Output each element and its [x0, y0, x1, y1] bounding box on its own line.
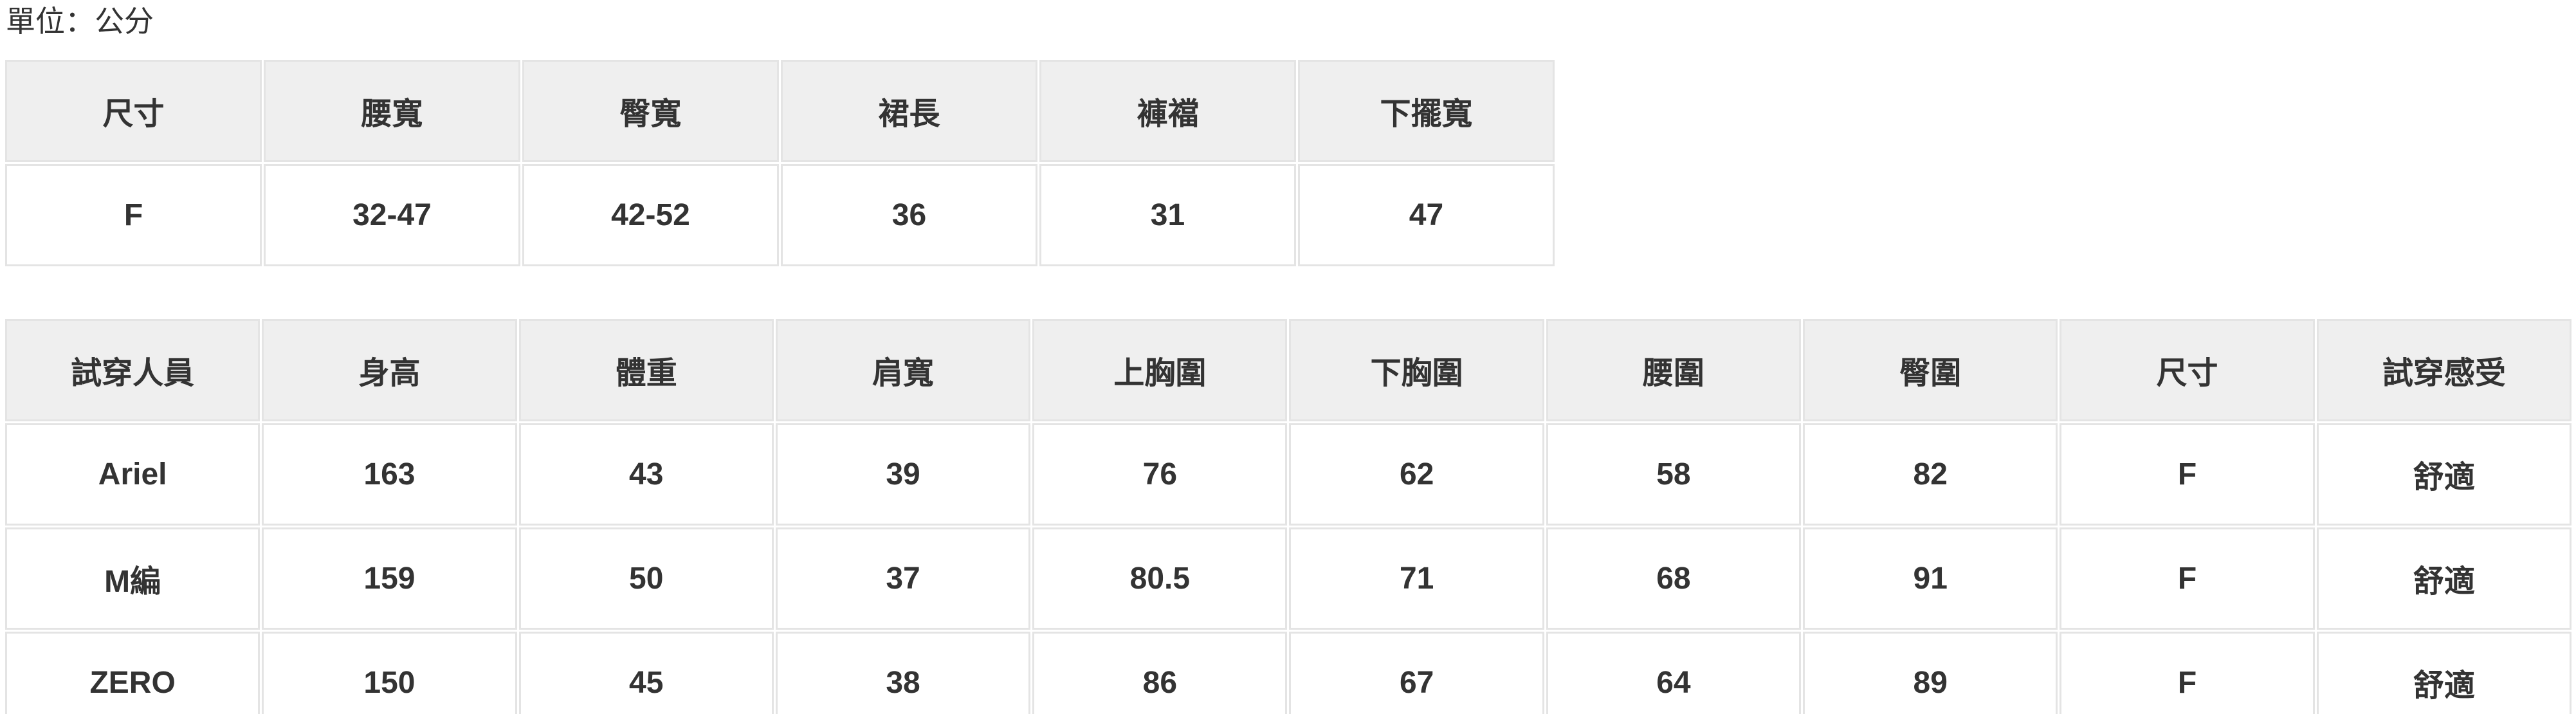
cell-size-worn: F	[2060, 631, 2315, 714]
header-cell-fit-feel: 試穿感受	[2316, 318, 2571, 421]
cell-weight: 50	[518, 527, 774, 630]
cell-size-worn: F	[2060, 423, 2315, 526]
cell-hipline: 89	[1803, 631, 2058, 714]
fitting-row-ariel: Ariel 163 43 39 76 62 58 82 F 舒適	[5, 423, 2571, 526]
unit-label: 單位：公分	[6, 5, 154, 38]
cell-waistline: 58	[1546, 423, 1802, 526]
header-cell-crotch: 褲襠	[1039, 59, 1296, 162]
cell-waistline: 64	[1546, 631, 1802, 714]
garment-size-row-f: F 32-47 42-52 36 31 47	[5, 163, 1555, 266]
garment-size-table: 尺寸 腰寬 臀寬 裙長 褲襠 下擺寬 F 32-47 42-52 36 31 4…	[3, 58, 1557, 268]
header-cell-height: 身高	[262, 318, 517, 421]
header-cell-fitter: 試穿人員	[5, 318, 260, 421]
header-cell-hipline: 臀圍	[1803, 318, 2058, 421]
fitting-header-row: 試穿人員 身高 體重 肩寬 上胸圍 下胸圍 腰圍 臀圍 尺寸 試穿感受	[5, 318, 2571, 421]
cell-under-bust: 67	[1289, 631, 1544, 714]
cell-hipline: 82	[1803, 423, 2058, 526]
header-cell-size-worn: 尺寸	[2060, 318, 2315, 421]
cell-upper-bust: 86	[1032, 631, 1288, 714]
cell-height: 150	[262, 631, 517, 714]
cell-skirt-length: 36	[781, 163, 1037, 266]
cell-fitter: ZERO	[5, 631, 260, 714]
cell-fit-feel: 舒適	[2316, 423, 2571, 526]
cell-weight: 45	[518, 631, 774, 714]
cell-fitter: M編	[5, 527, 260, 630]
cell-hem-width: 47	[1298, 163, 1555, 266]
cell-height: 159	[262, 527, 517, 630]
cell-hip: 42-52	[522, 163, 779, 266]
header-cell-weight: 體重	[518, 318, 774, 421]
cell-under-bust: 71	[1289, 527, 1544, 630]
cell-hipline: 91	[1803, 527, 2058, 630]
cell-weight: 43	[518, 423, 774, 526]
fitting-row-m-editor: M編 159 50 37 80.5 71 68 91 F 舒適	[5, 527, 2571, 630]
header-cell-upper-bust: 上胸圍	[1032, 318, 1288, 421]
fitting-row-zero: ZERO 150 45 38 86 67 64 89 F 舒適	[5, 631, 2571, 714]
header-cell-hem-width: 下擺寬	[1298, 59, 1555, 162]
cell-fitter: Ariel	[5, 423, 260, 526]
header-cell-waistline: 腰圍	[1546, 318, 1802, 421]
header-cell-hip: 臀寬	[522, 59, 779, 162]
garment-size-header-row: 尺寸 腰寬 臀寬 裙長 褲襠 下擺寬	[5, 59, 1555, 162]
cell-fit-feel: 舒適	[2316, 527, 2571, 630]
cell-height: 163	[262, 423, 517, 526]
fitting-model-table: 試穿人員 身高 體重 肩寬 上胸圍 下胸圍 腰圍 臀圍 尺寸 試穿感受 Arie…	[3, 317, 2573, 714]
cell-waist: 32-47	[264, 163, 520, 266]
cell-size-worn: F	[2060, 527, 2315, 630]
header-cell-size: 尺寸	[5, 59, 262, 162]
cell-upper-bust: 76	[1032, 423, 1288, 526]
cell-shoulder: 39	[775, 423, 1031, 526]
cell-shoulder: 38	[775, 631, 1031, 714]
cell-under-bust: 62	[1289, 423, 1544, 526]
header-cell-shoulder: 肩寬	[775, 318, 1031, 421]
header-cell-under-bust: 下胸圍	[1289, 318, 1544, 421]
cell-shoulder: 37	[775, 527, 1031, 630]
cell-size: F	[5, 163, 262, 266]
cell-waistline: 68	[1546, 527, 1802, 630]
cell-upper-bust: 80.5	[1032, 527, 1288, 630]
cell-crotch: 31	[1039, 163, 1296, 266]
header-cell-skirt-length: 裙長	[781, 59, 1037, 162]
header-cell-waist: 腰寬	[264, 59, 520, 162]
cell-fit-feel: 舒適	[2316, 631, 2571, 714]
